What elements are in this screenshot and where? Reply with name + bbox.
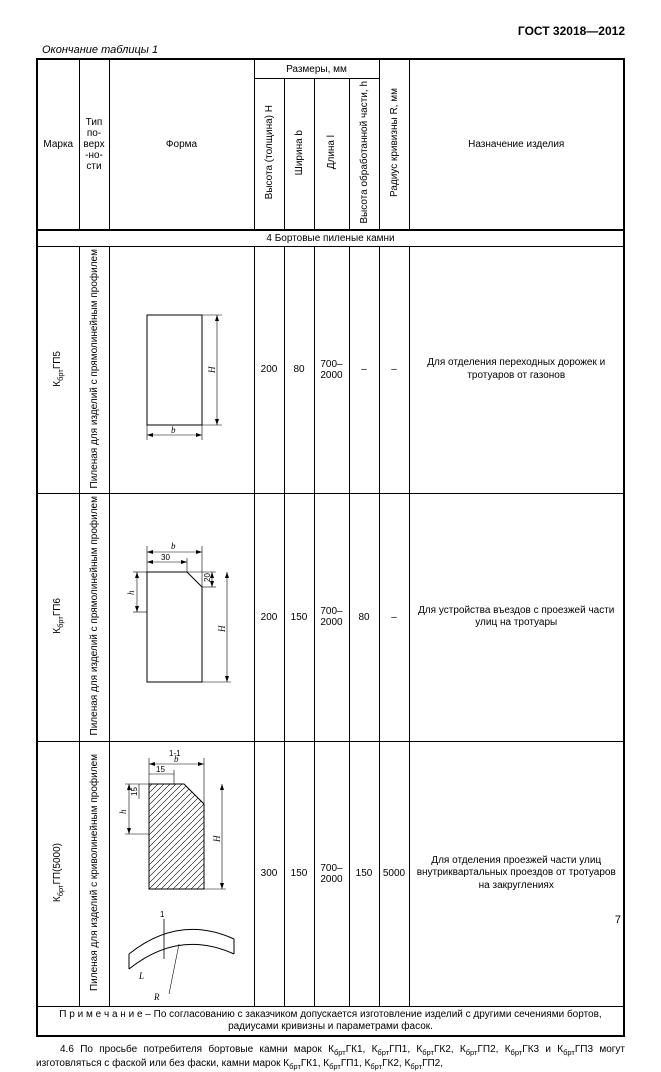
svg-text:b: b [174, 754, 179, 764]
table-note: П р и м е ч а н и е – По согласованию с … [37, 1006, 624, 1036]
cell-form: b 30 20 [109, 494, 254, 741]
col-width: Ширина b [284, 79, 314, 230]
cell-H: 200 [254, 246, 284, 493]
cell-surface: Пиленая для изделий с прямолинейным проф… [79, 494, 109, 741]
col-proc-h: Высота обработанной части, h [349, 79, 379, 230]
surface-text: Пиленая для изделий с прямолинейным проф… [89, 249, 100, 488]
col-mark: Марка [37, 59, 79, 230]
col-purpose: Назначение изделия [409, 59, 624, 230]
cell-surface: Пиленая для изделий с прямолинейным проф… [79, 246, 109, 493]
col-dim-group: Размеры, мм [254, 59, 379, 79]
surface-text: Пиленая для изделий с прямолинейным проф… [89, 496, 100, 735]
col-height-label: Высота (толщина) H [264, 105, 275, 199]
cell-H: 300 [254, 741, 284, 1006]
svg-text:R: R [153, 992, 160, 1002]
table-row: КбртГП6 Пиленая для изделий с прямолиней… [37, 494, 624, 741]
section-header: 4 Бортовые пиленые камни [37, 230, 624, 247]
cell-l: 700–2000 [314, 246, 349, 493]
mark-text: КбртГП(5000) [52, 843, 65, 902]
mark-text: КбртГП6 [52, 598, 65, 634]
main-table: Марка Тип по-верх-но-сти Форма Размеры, … [36, 58, 625, 1037]
svg-text:30: 30 [161, 553, 170, 562]
cell-R: – [379, 246, 409, 493]
svg-text:1: 1 [160, 910, 165, 919]
svg-text:15: 15 [130, 786, 139, 795]
svg-text:15: 15 [156, 765, 165, 774]
col-surface: Тип по-верх-но-сти [79, 59, 109, 230]
cell-form: b H [109, 246, 254, 493]
cell-b: 150 [284, 494, 314, 741]
footer-paragraph: 4.6 По просьбе потребителя бортовые камн… [36, 1043, 625, 1072]
svg-text:H: H [212, 835, 222, 843]
col-length-label: Длина l [326, 135, 337, 169]
form-diagram-3: 1-1 b 15 15 [114, 744, 249, 1004]
cell-b: 80 [284, 246, 314, 493]
table-caption: Окончание таблицы 1 [42, 44, 625, 56]
cell-surface: Пиленая для изделий с криволинейным проф… [79, 741, 109, 1006]
col-form: Форма [109, 59, 254, 230]
cell-mark: КбртГП6 [37, 494, 79, 741]
svg-text:h: h [126, 590, 136, 595]
col-proc-h-label: Высота обработанной части, h [359, 81, 370, 224]
page-number: 7 [615, 914, 621, 926]
cell-h: 80 [349, 494, 379, 741]
cell-purpose: Для устройства въездов с проезжей части … [409, 494, 624, 741]
cell-purpose: Для отделения переходных дорожек и троту… [409, 246, 624, 493]
cell-form: 1-1 b 15 15 [109, 741, 254, 1006]
col-radius-label: Радиус кривизны R, мм [389, 88, 400, 197]
cell-b: 150 [284, 741, 314, 1006]
col-height: Высота (толщина) H [254, 79, 284, 230]
cell-h: 150 [349, 741, 379, 1006]
col-width-label: Ширина b [294, 130, 305, 175]
form-diagram-1: b H [117, 295, 247, 445]
svg-text:20: 20 [203, 573, 212, 582]
svg-text:H: H [207, 366, 217, 374]
standard-title: ГОСТ 32018—2012 [36, 24, 625, 38]
table-row: КбртГП5 Пиленая для изделий с прямолиней… [37, 246, 624, 493]
svg-text:H: H [217, 625, 227, 633]
svg-text:h: h [118, 809, 128, 814]
svg-text:L: L [138, 971, 144, 981]
form-diagram-2: b 30 20 [117, 532, 247, 702]
cell-mark: КбртГП(5000) [37, 741, 79, 1006]
cell-l: 700–2000 [314, 741, 349, 1006]
col-length: Длина l [314, 79, 349, 230]
cell-R: – [379, 494, 409, 741]
cell-l: 700–2000 [314, 494, 349, 741]
cell-h: – [349, 246, 379, 493]
cell-mark: КбртГП5 [37, 246, 79, 493]
mark-text: КбртГП5 [52, 351, 65, 387]
cell-purpose: Для отделения проезжей части улиц внутри… [409, 741, 624, 1006]
surface-text: Пиленая для изделий с криволинейным проф… [89, 754, 100, 991]
svg-text:b: b [171, 425, 176, 435]
svg-text:b: b [171, 541, 176, 551]
table-row: КбртГП(5000) Пиленая для изделий с криво… [37, 741, 624, 1006]
col-radius: Радиус кривизны R, мм [379, 59, 409, 230]
cell-R: 5000 [379, 741, 409, 1006]
cell-H: 200 [254, 494, 284, 741]
